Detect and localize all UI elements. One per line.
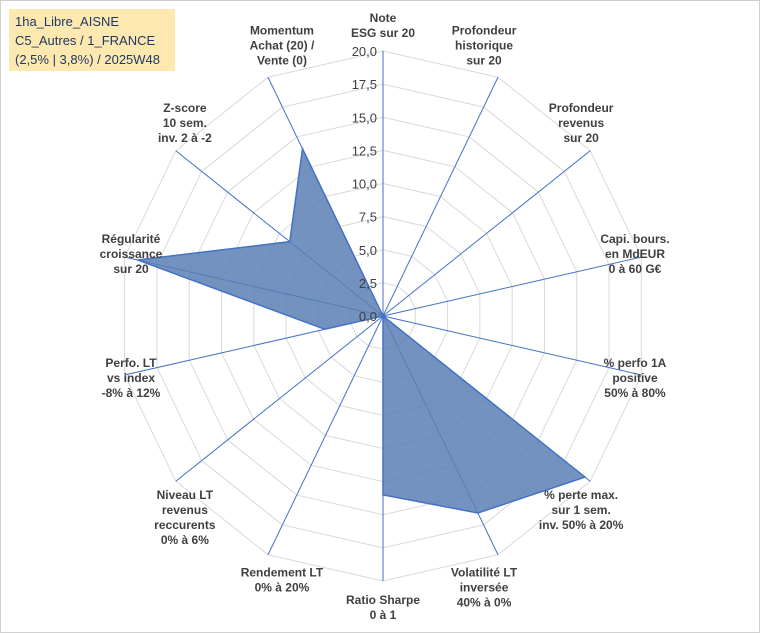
tick-label-3: 7,5 [359,210,377,225]
axis-label-2-line-1: revenus [558,116,604,130]
axis-spoke-4 [382,315,642,376]
tick-label-4: 10,0 [352,177,377,192]
axis-label-1-line-2: sur 20 [466,54,502,68]
axis-label-9-line-2: reccurents [154,518,216,532]
info-line-1: 1ha_Libre_AISNE [15,14,120,29]
axis-label-5-line-2: inv. 50% à 20% [539,518,624,532]
axis-label-4-line-0: % perfo 1A [604,356,667,370]
axis-label-7-line-0: Ratio Sharpe [346,593,420,607]
axis-label-13-line-0: Momentum [250,24,314,38]
axis-label-3-line-0: Capi. bours. [600,232,669,246]
axis-spoke-3 [382,256,642,317]
tick-label-6: 15,0 [352,110,377,125]
axis-label-4-line-2: 50% à 80% [604,386,666,400]
axis-label-5-line-0: % perte max. [544,488,618,502]
axis-label-13-line-2: Vente (0) [257,54,307,68]
axis-label-0-line-0: Note [370,11,397,25]
axis-spoke-8 [267,315,384,555]
axis-label-12-line-0: Z-score [163,101,207,115]
axis-label-4-line-1: positive [612,371,658,385]
axis-label-9-line-1: revenus [162,503,208,517]
tick-label-8: 20,0 [352,44,377,59]
axis-label-1-line-0: Profondeur [452,24,517,38]
axis-label-9-line-3: 0% à 6% [161,533,209,547]
axis-label-3-line-1: en MdEUR [605,247,665,261]
tick-label-7: 17,5 [352,77,377,92]
axis-label-11-line-2: sur 20 [113,262,149,276]
axis-label-11-line-0: Régularité [102,232,161,246]
info-line-3: (2,5% | 3,8%) / 2025W48 [15,52,161,67]
axis-label-11-line-1: croissance [100,247,163,261]
axis-label-3-line-2: 0 à 60 G€ [609,262,662,276]
series-layer [137,146,587,514]
axis-label-9-line-0: Niveau LT [157,488,214,502]
axis-label-6-line-0: Volatilité LT [451,565,518,579]
info-box: 1ha_Libre_AISNE C5_Autres / 1_FRANCE (2,… [9,9,175,71]
axis-label-5-line-1: sur 1 sem. [551,503,610,517]
axis-label-6-line-2: 40% à 0% [457,595,512,609]
axis-label-2-line-0: Profondeur [549,101,614,115]
axis-label-10-line-1: vs index [107,371,155,385]
axis-label-2-line-2: sur 20 [563,131,599,145]
axis-label-8: Rendement LT0% à 20% [241,565,324,594]
axis-spoke-9 [175,315,384,482]
axis-label-12-line-2: inv. 2 à -2 [158,131,212,145]
axis-spoke-1 [382,77,499,317]
tick-label-5: 12,5 [352,143,377,158]
info-line-2: C5_Autres / 1_FRANCE [15,33,156,48]
axis-label-5: % perte max.sur 1 sem.inv. 50% à 20% [539,488,624,532]
tick-label-0: 0,0 [359,309,377,324]
axis-label-8-line-0: Rendement LT [241,565,324,579]
axis-label-12-line-1: 10 sem. [163,116,207,130]
axis-label-6-line-1: inversée [460,580,509,594]
axis-label-13-line-1: Achat (20) / [250,39,315,53]
tick-layer: 0,0 2,5 5,0 7,5 10,0 12,5 15,0 17,5 20,0 [352,44,377,324]
series-area [137,146,587,514]
axis-label-7-line-1: 0 à 1 [370,608,397,622]
axis-label-1-line-1: historique [455,39,513,53]
tick-label-1: 2,5 [359,276,377,291]
axis-label-10-line-0: Perfo. LT [105,356,157,370]
axis-label-0-line-1: ESG sur 20 [351,26,415,40]
axis-label-10-line-2: -8% à 12% [102,386,161,400]
axis-label-8-line-1: 0% à 20% [255,580,310,594]
axis-spoke-2 [382,150,591,317]
tick-label-2: 5,0 [359,243,377,258]
